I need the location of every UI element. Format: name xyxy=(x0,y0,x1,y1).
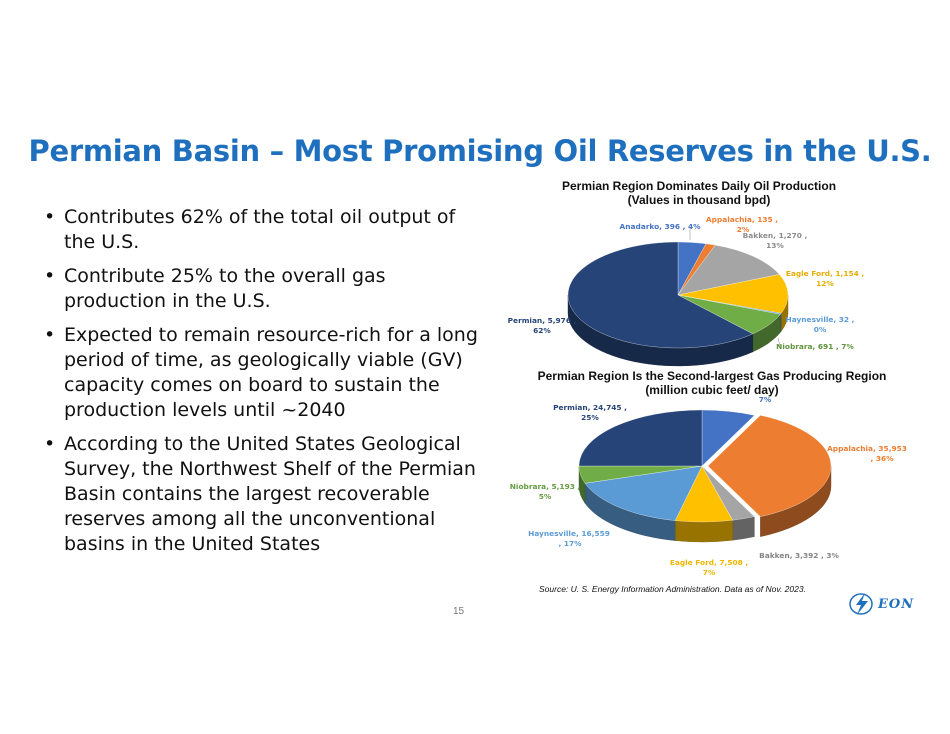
bullet-text: Expected to remain resource-rich for a l… xyxy=(64,324,478,421)
pie-side-eagle-ford xyxy=(674,520,733,543)
pie-label-permian: Permian, 5,976 , 62% xyxy=(508,316,577,335)
pie-label-appalachia: Appalachia, 35,953, 36% xyxy=(827,444,907,463)
bullet-item: • According to the United States Geologic… xyxy=(44,433,476,555)
pie-slice-permian xyxy=(578,409,703,467)
bullet-text: Contributes 62% of the total oil output … xyxy=(64,206,456,253)
oil-chart-subtitle: (Values in thousand bpd) xyxy=(627,193,771,207)
pie-label-niobrara: Niobrara, 691 , 7% xyxy=(776,342,854,351)
pie-label-permian: Permian, 24,745 , 25% xyxy=(553,403,627,422)
pie-slice-permian xyxy=(567,241,754,349)
pie-slice-appalachia xyxy=(707,415,832,517)
pie-slice-eagle-ford xyxy=(677,274,789,314)
bullet-text: According to the United States Geologica… xyxy=(64,433,476,555)
pie-label-bakken: Bakken, 1,270 , 13% xyxy=(743,231,808,250)
pie-label-niobrara: Niobrara, 5,193 , 5% xyxy=(510,482,581,501)
oil-chart-title-block: Permian Region Dominates Daily Oil Produ… xyxy=(540,179,858,207)
gas-chart-title-block: Permian Region Is the Second-largest Gas… xyxy=(530,369,894,397)
pie-slice-bakken xyxy=(677,244,780,296)
pie-label-appalachia: Appalachia, 135 , 2% xyxy=(706,215,778,234)
gas-pie-chart: 7% Appalachia, 35,953, 36% Bakken, 3,392 ,… xyxy=(510,395,907,577)
pie-label-bakken: Bakken, 3,392 , 3% xyxy=(759,551,839,560)
pie-slice-haynesville xyxy=(584,465,703,521)
pie-side-bakken xyxy=(732,516,755,541)
pie-label-anadarko: Anadarko, 396 , 4% xyxy=(620,222,702,231)
pie-label-anadarko: 7% xyxy=(759,395,772,404)
gas-chart-subtitle: (million cubic feet/ day) xyxy=(645,383,779,397)
oil-pie-chart: Anadarko, 396 , 4% Appalachia, 135 , 2%Bak… xyxy=(508,215,865,367)
pie-label-haynesville: Haynesville, 16,559, 17% xyxy=(528,529,610,548)
logo-text: EON xyxy=(878,596,915,612)
page-number: 15 xyxy=(453,606,465,617)
oil-chart-title: Permian Region Dominates Daily Oil Produ… xyxy=(561,179,837,193)
bullet-item: • Contribute 25% to the overall gas produ… xyxy=(44,265,386,312)
source-note: Source: U. S. Energy Information Adminis… xyxy=(539,584,806,594)
lightning-bolt-icon xyxy=(849,593,873,615)
bullet-list: • Contributes 62% of the total oil output… xyxy=(44,205,489,566)
slide-title: Permian Basin – Most Promising Oil Reser… xyxy=(28,134,932,168)
bullet-item: • Contributes 62% of the total oil output… xyxy=(44,206,456,253)
leader-line xyxy=(777,337,781,347)
gas-chart-title: Permian Region Is the Second-largest Gas… xyxy=(537,369,887,383)
bullet-item: • Expected to remain resource-rich for a … xyxy=(44,324,478,421)
pie-label-eagle-ford: Eagle Ford, 1,154 , 12% xyxy=(786,269,865,288)
pie-label-eagle-ford: Eagle Ford, 7,508 , 7% xyxy=(670,558,749,577)
bullet-text: Contribute 25% to the overall gas produc… xyxy=(64,265,386,312)
eon-logo: EON xyxy=(848,591,914,617)
pie-label-haynesville: Haynesville, 32 , 0% xyxy=(786,315,855,334)
